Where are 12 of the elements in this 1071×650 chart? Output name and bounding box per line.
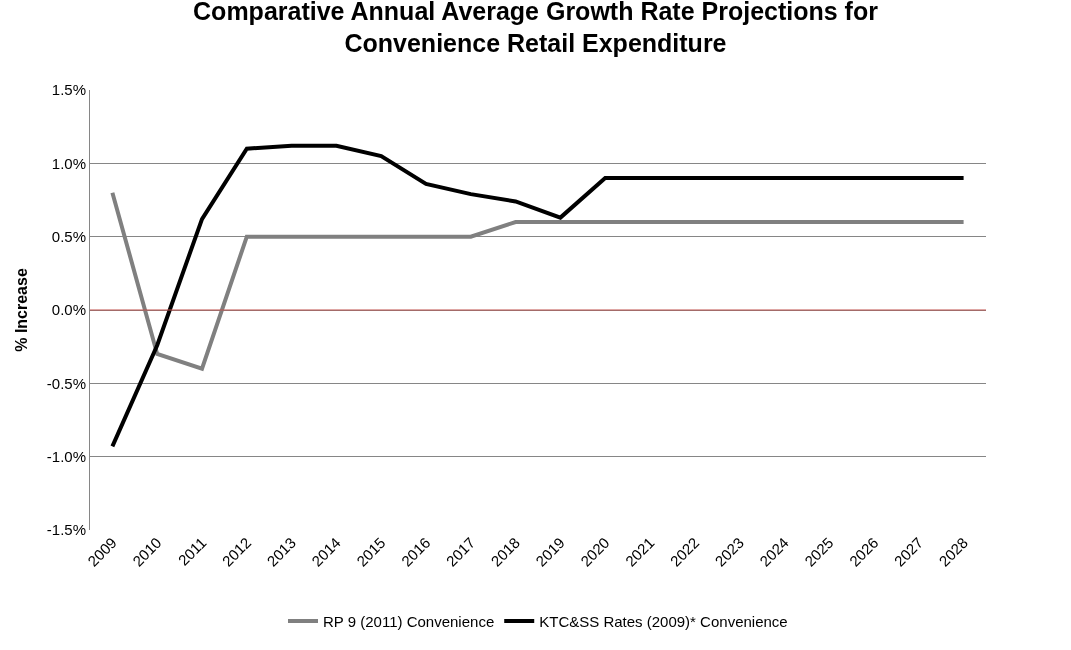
y-tick-label: -0.5% (46, 374, 86, 392)
line-series (110, 143, 966, 449)
legend-label: RP 9 (2011) Convenience (323, 612, 495, 630)
y-axis-title: % Increase (12, 268, 30, 352)
chart-title: Comparative Annual Average Growth Rate Projections for Convenience Retail Expenditure (193, 0, 879, 57)
y-tick-label: -1.0% (46, 447, 86, 465)
y-tick-label: 0.5% (51, 227, 86, 245)
legend-label: KTC&SS Rates (2009)* Convenience (539, 612, 788, 630)
y-tick-label: -1.5% (46, 521, 86, 539)
y-tick-label: 0.0% (51, 301, 86, 319)
y-tick-label: 1.0% (51, 154, 86, 172)
y-tick-label: 1.5% (51, 81, 86, 99)
